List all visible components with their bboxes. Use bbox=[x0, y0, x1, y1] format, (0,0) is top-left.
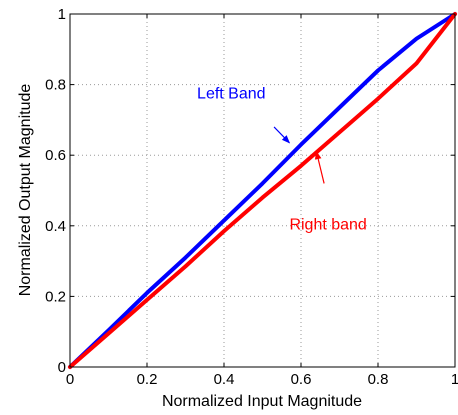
series-line-1 bbox=[68, 12, 457, 369]
ticks: 0 0.2 0.4 0.6 0.8 1 0 0.2 0.4 0.6 0.8 1 bbox=[45, 6, 458, 388]
grid bbox=[70, 14, 455, 367]
x-tick-label: 0 bbox=[66, 371, 74, 388]
x-tick-label: 1 bbox=[451, 371, 458, 388]
annotations: Left Band Right band bbox=[197, 86, 367, 234]
plot-frame bbox=[69, 13, 456, 368]
y-tick-label: 1 bbox=[58, 6, 66, 23]
annotation-label-1: Left Band bbox=[197, 86, 265, 103]
x-tick-label: 0.6 bbox=[291, 371, 312, 388]
x-tick-label: 0.4 bbox=[214, 371, 235, 388]
y-tick-label: 0.4 bbox=[45, 218, 66, 235]
y-tick-label: 0.2 bbox=[45, 288, 66, 305]
y-tick-label: 0.6 bbox=[45, 147, 66, 164]
plot-area bbox=[70, 14, 455, 367]
x-axis-label: Normalized Input Magnitude bbox=[162, 393, 362, 410]
annotation-arrow-2 bbox=[314, 150, 325, 184]
x-tick-label: 0.8 bbox=[368, 371, 389, 388]
series-line-2 bbox=[68, 12, 457, 369]
annotation-label-2: Right band bbox=[289, 216, 366, 233]
x-tick-label: 0.2 bbox=[137, 371, 158, 388]
series-layer bbox=[68, 12, 457, 369]
y-axis-label: Normalized Output Magnitude bbox=[17, 84, 34, 297]
y-tick-label: 0 bbox=[58, 359, 66, 376]
annotation-arrow-1 bbox=[273, 126, 291, 144]
y-tick-label: 0.8 bbox=[45, 77, 66, 94]
